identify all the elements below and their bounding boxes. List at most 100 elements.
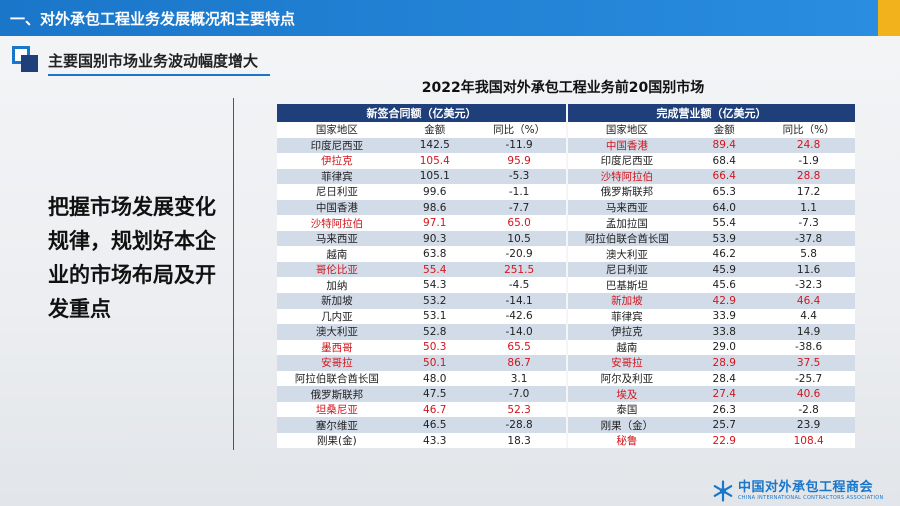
- table-row: 菲律宾 105.1 -5.3 沙特阿拉伯 66.4 28.8: [277, 168, 855, 185]
- table-row: 阿拉伯联合酋长国 48.0 3.1 阿尔及利亚 28.4 -25.7: [277, 370, 855, 387]
- key-message: 把握市场发展变化规律，规划好本企业的市场布局及开发重点: [48, 195, 216, 321]
- cell-country: 沙特阿拉伯: [310, 217, 364, 230]
- cell-yoy: 10.5: [507, 232, 531, 245]
- cell-yoy: -14.1: [505, 294, 533, 307]
- cell-yoy-2: 11.6: [796, 263, 821, 276]
- cell-country-2: 巴基斯坦: [565, 277, 687, 294]
- cell-amount-2: 33.8: [712, 325, 736, 338]
- cell-yoy: 251.5: [504, 263, 535, 276]
- table-row: 新加坡 53.2 -14.1 新加坡 42.9 46.4: [277, 293, 855, 309]
- cell-country: 越南: [326, 248, 348, 261]
- col-country-2: 国家地区: [565, 122, 687, 138]
- col-yoy: 同比（%）: [493, 124, 546, 137]
- cell-amount-2: 25.7: [712, 419, 736, 432]
- cell-yoy-2: -7.3: [798, 217, 819, 230]
- table-row: 沙特阿拉伯 97.1 65.0 孟加拉国 55.4 -7.3: [277, 215, 855, 231]
- cell-country: 几内亚: [321, 310, 353, 323]
- cell-country-2: 澳大利亚: [565, 246, 687, 262]
- table-row: 哥伦比亚 55.4 251.5 尼日利亚 45.9 11.6: [277, 261, 855, 278]
- cell-yoy-2: -25.7: [795, 372, 823, 385]
- cell-country-2: 新加坡: [565, 293, 687, 309]
- table-row: 印度尼西亚 142.5 -11.9 中国香港 89.4 24.8: [277, 137, 855, 154]
- table-row: 中国香港 98.6 -7.7 马来西亚 64.0 1.1: [277, 199, 855, 216]
- group-new-contracts: 新签合同额（亿美元）: [277, 104, 566, 122]
- cell-yoy-2: 23.9: [796, 419, 821, 432]
- slide-header: 一、对外承包工程业务发展概况和主要特点: [0, 0, 878, 36]
- col-amount-2: 金额: [713, 124, 735, 137]
- cell-country: 澳大利亚: [315, 326, 358, 339]
- logo-chinese-name: 中国对外承包工程商会: [738, 479, 874, 495]
- cell-country-2: 刚果（金）: [565, 417, 687, 433]
- cell-amount: 63.8: [423, 248, 447, 261]
- cell-yoy: 95.9: [507, 154, 531, 167]
- cell-country-2: 沙特阿拉伯: [565, 168, 687, 185]
- cell-country: 新加坡: [321, 295, 353, 308]
- cell-yoy-2: 28.8: [796, 170, 821, 183]
- cell-amount-2: 66.4: [712, 170, 736, 183]
- cell-amount-2: 26.3: [712, 403, 736, 416]
- cell-amount-2: 27.4: [712, 388, 736, 401]
- cell-country: 刚果(金): [317, 435, 357, 448]
- cell-country: 坦桑尼亚: [315, 404, 358, 417]
- table-row: 越南 63.8 -20.9 澳大利亚 46.2 5.8: [277, 246, 855, 262]
- vertical-divider: [233, 98, 234, 450]
- cell-amount-2: 29.0: [712, 341, 736, 354]
- col-yoy-2: 同比（%）: [782, 124, 835, 137]
- cell-yoy: 3.1: [510, 372, 528, 385]
- cell-yoy-2: 5.8: [800, 248, 817, 261]
- cell-amount: 52.8: [423, 325, 447, 338]
- cell-yoy: -14.0: [505, 325, 533, 338]
- cell-country: 中国香港: [315, 202, 358, 214]
- table-group-header: 新签合同额（亿美元） 完成营业额（亿美元）: [277, 104, 855, 122]
- table-row: 刚果(金) 43.3 18.3 秘鲁 22.9 108.4: [277, 432, 855, 449]
- cell-country: 尼日利亚: [315, 186, 358, 199]
- group-revenue: 完成营业额（亿美元）: [566, 104, 855, 122]
- cell-yoy: -4.5: [508, 279, 530, 292]
- cell-yoy-2: -37.8: [795, 232, 823, 245]
- cell-amount-2: 89.4: [712, 139, 736, 152]
- cell-yoy: 86.7: [507, 356, 531, 369]
- cell-yoy-2: -2.8: [798, 403, 819, 416]
- association-logo: 中国对外承包工程商会 CHINA INTERNATIONAL CONTRACTO…: [712, 480, 884, 502]
- table-row: 伊拉克 105.4 95.9 印度尼西亚 68.4 -1.9: [277, 153, 855, 169]
- cell-yoy-2: 4.4: [800, 310, 817, 323]
- table-row: 坦桑尼亚 46.7 52.3 泰国 26.3 -2.8: [277, 401, 855, 418]
- cell-amount-2: 64.0: [712, 201, 736, 214]
- cell-yoy-2: -1.9: [798, 154, 819, 167]
- subtitle-underline: [48, 74, 270, 76]
- cell-amount: 50.3: [423, 341, 447, 354]
- cell-amount: 105.4: [419, 154, 450, 167]
- cell-country-2: 马来西亚: [565, 199, 687, 216]
- table-row: 安哥拉 50.1 86.7 安哥拉 28.9 37.5: [277, 355, 855, 371]
- cell-country: 哥伦比亚: [315, 264, 358, 277]
- cell-amount: 43.3: [423, 434, 447, 447]
- cell-yoy: -7.0: [508, 388, 530, 401]
- cell-yoy: -5.3: [508, 170, 530, 183]
- cell-amount: 53.2: [423, 294, 447, 307]
- cell-yoy: -20.9: [505, 248, 533, 261]
- cell-country-2: 埃及: [565, 386, 687, 402]
- cell-amount-2: 53.9: [712, 232, 736, 245]
- table-row: 马来西亚 90.3 10.5 阿拉伯联合酋长国 53.9 -37.8: [277, 230, 855, 247]
- cell-amount: 48.0: [423, 372, 447, 385]
- cell-yoy-2: 24.8: [796, 139, 821, 152]
- cell-amount: 46.5: [423, 419, 447, 432]
- cell-country-2: 菲律宾: [565, 308, 687, 325]
- cell-amount: 99.6: [423, 185, 447, 198]
- table-body: 印度尼西亚 142.5 -11.9 中国香港 89.4 24.8 伊拉克 105.4 95.9 印…: [277, 137, 855, 449]
- cell-amount-2: 55.4: [712, 217, 736, 230]
- cell-amount-2: 45.9: [712, 263, 736, 276]
- cell-country-2: 安哥拉: [565, 355, 687, 371]
- table-row: 加纳 54.3 -4.5 巴基斯坦 45.6 -32.3: [277, 277, 855, 294]
- cell-yoy: -28.8: [505, 419, 533, 432]
- cell-country-2: 阿尔及利亚: [565, 370, 687, 387]
- cell-country-2: 伊拉克: [565, 324, 687, 340]
- cell-amount-2: 22.9: [712, 434, 736, 447]
- cell-yoy-2: -32.3: [795, 279, 823, 292]
- cell-amount: 98.6: [423, 201, 447, 214]
- snowflake-logo-icon: [713, 480, 733, 502]
- cell-country: 马来西亚: [315, 233, 358, 246]
- cell-country: 菲律宾: [321, 170, 353, 183]
- table-row: 俄罗斯联邦 47.5 -7.0 埃及 27.4 40.6: [277, 386, 855, 402]
- cell-yoy-2: 46.4: [796, 294, 821, 307]
